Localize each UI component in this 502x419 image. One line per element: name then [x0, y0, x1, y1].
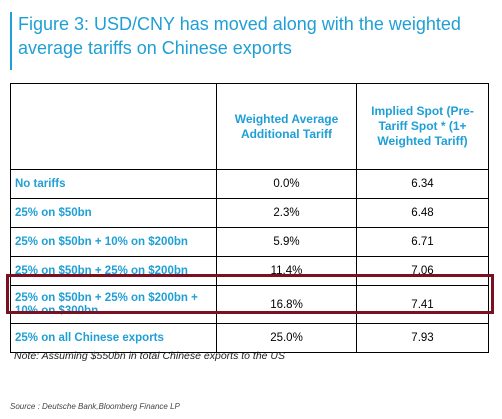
spot-cell: 6.71: [356, 227, 489, 257]
tariff-cell: 0.0%: [216, 169, 357, 199]
spot-cell: 6.34: [356, 169, 489, 199]
table-row: 25% on $50bn 2.3% 6.48: [10, 198, 489, 228]
table-row-highlighted: 25% on $50bn + 25% on $200bn + 10% on $3…: [10, 285, 489, 324]
header-scenario: [10, 83, 217, 170]
spot-cell: 6.48: [356, 198, 489, 228]
table-row: 25% on $50bn + 10% on $200bn 5.9% 6.71: [10, 227, 489, 257]
spot-cell: 7.06: [356, 256, 489, 286]
footnote: Note: Assuming $550bn in total Chinese e…: [14, 350, 286, 362]
tariff-cell: 25.0%: [216, 323, 357, 353]
table-row: 25% on all Chinese exports 25.0% 7.93: [10, 323, 489, 353]
figure-title-block: Figure 3: USD/CNY has moved along with t…: [10, 12, 490, 70]
tariff-cell: 11.4%: [216, 256, 357, 286]
scenario-cell: 25% on all Chinese exports: [10, 323, 217, 353]
scenario-cell: No tariffs: [10, 169, 217, 199]
table-row: No tariffs 0.0% 6.34: [10, 169, 489, 199]
source-line: Source : Deutsche Bank,Bloomberg Finance…: [10, 402, 180, 411]
tariff-cell: 2.3%: [216, 198, 357, 228]
table-row: 25% on $50bn + 25% on $200bn 11.4% 7.06: [10, 256, 489, 286]
scenario-cell: 25% on $50bn + 10% on $200bn: [10, 227, 217, 257]
tariff-cell: 16.8%: [216, 285, 357, 324]
scenario-cell: 25% on $50bn + 25% on $200bn: [10, 256, 217, 286]
scenario-cell: 25% on $50bn + 25% on $200bn + 10% on $3…: [10, 285, 217, 324]
spot-cell: 7.93: [356, 323, 489, 353]
spot-cell: 7.41: [356, 285, 489, 324]
header-implied-spot: Implied Spot (Pre-Tariff Spot * (1+ Weig…: [356, 83, 489, 170]
header-weighted-tariff: Weighted Average Additional Tariff: [216, 83, 357, 170]
tariff-cell: 5.9%: [216, 227, 357, 257]
figure-title: Figure 3: USD/CNY has moved along with t…: [18, 14, 461, 58]
table-header-row: Weighted Average Additional Tariff Impli…: [10, 83, 489, 170]
tariff-table: Weighted Average Additional Tariff Impli…: [10, 83, 489, 353]
scenario-cell: 25% on $50bn: [10, 198, 217, 228]
